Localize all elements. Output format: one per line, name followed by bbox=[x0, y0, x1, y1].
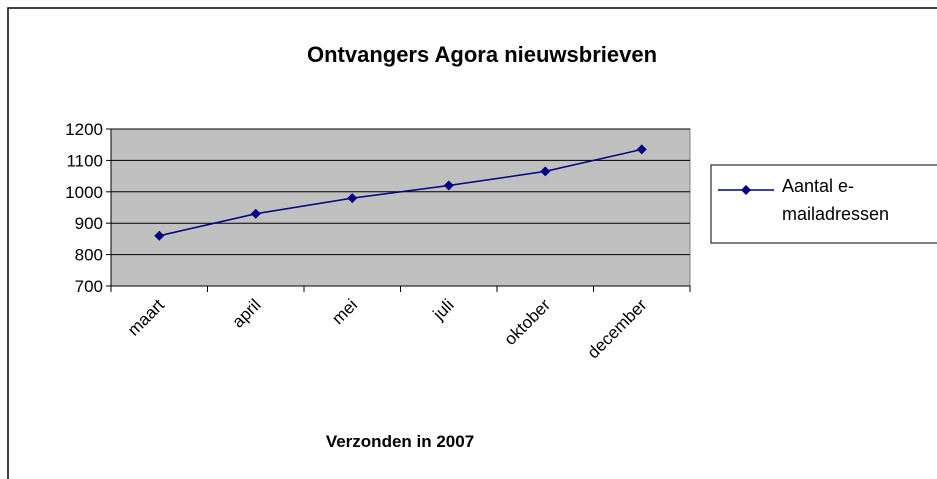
data-point bbox=[154, 230, 165, 241]
data-point bbox=[443, 180, 454, 191]
y-tick-label: 800 bbox=[75, 246, 103, 265]
y-tick-label: 1000 bbox=[65, 183, 103, 202]
data-point bbox=[347, 193, 358, 204]
y-tick-label: 1200 bbox=[65, 120, 103, 139]
x-axis-title: Verzonden in 2007 bbox=[326, 432, 474, 451]
legend-box bbox=[710, 164, 937, 244]
y-tick-label: 1100 bbox=[66, 151, 103, 170]
y-tick-label: 700 bbox=[75, 277, 103, 296]
data-point bbox=[636, 144, 647, 155]
legend-label: Aantal e-mailadressen bbox=[782, 176, 890, 224]
plot-area bbox=[110, 128, 691, 287]
legend-marker bbox=[741, 185, 751, 195]
data-point bbox=[250, 208, 261, 219]
chart-title: Ontvangers Agora nieuwsbrieven bbox=[307, 42, 657, 67]
data-point bbox=[540, 166, 551, 177]
series-line bbox=[159, 148, 642, 237]
y-tick-label: 900 bbox=[75, 214, 103, 233]
